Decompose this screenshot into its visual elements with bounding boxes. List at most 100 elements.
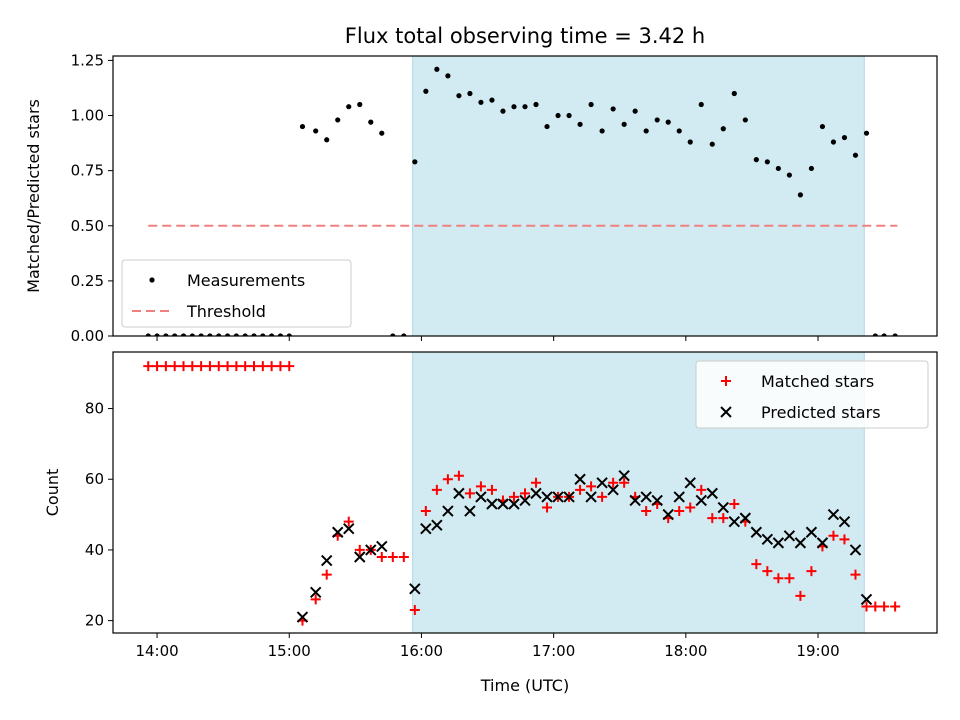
matched-star-point	[475, 481, 486, 492]
measurement-point	[224, 333, 231, 336]
matched-star-point	[685, 502, 696, 513]
matched-star-point	[464, 488, 475, 499]
measurement-point	[324, 137, 330, 143]
matched-star-point	[795, 590, 806, 601]
top-panel: 0.00 0.25 0.50 0.75 1.00 1.25 Matched/Predicte…	[24, 51, 938, 345]
predicted-star-point	[321, 554, 333, 567]
measurement-point	[797, 192, 804, 198]
y-tick-label: 0.00	[71, 327, 104, 345]
measurement-point	[313, 128, 319, 134]
matched-star-point	[187, 361, 198, 372]
matched-star-point	[608, 477, 619, 488]
legend: Measurements Threshold	[121, 259, 352, 328]
measurement-point	[269, 333, 275, 336]
series-measurements	[145, 66, 898, 336]
measurement-point	[610, 106, 616, 112]
matched-star-point	[160, 361, 171, 372]
bottom-panel: 20 40 60 80 14:00 15:00 16:00 17:00 18:00 19:00 Co…	[43, 351, 938, 695]
measurement-point	[753, 157, 759, 163]
predicted-star-point	[296, 611, 309, 623]
matched-star-point	[508, 491, 519, 502]
measurement-point	[145, 333, 151, 336]
measurement-point	[207, 333, 213, 336]
matched-star-point	[879, 601, 890, 612]
measurement-point	[180, 333, 187, 336]
measurement-point	[233, 333, 239, 336]
measurement-point	[277, 333, 284, 336]
measurement-point	[357, 101, 363, 108]
predicted-star-point	[607, 484, 619, 496]
measurement-point	[368, 119, 374, 125]
predicted-star-point	[827, 508, 840, 521]
measurement-point	[665, 119, 671, 125]
predicted-star-point	[695, 494, 707, 507]
measurement-point	[830, 139, 837, 145]
x-axis-label: Time (UTC)	[480, 676, 569, 695]
matched-star-point	[257, 361, 268, 372]
measurement-point	[445, 73, 451, 79]
matched-star-point	[275, 361, 286, 372]
predicted-star-point	[475, 491, 487, 503]
measurement-point	[698, 101, 704, 108]
legend-label: Threshold	[186, 302, 266, 321]
matched-star-point	[707, 513, 718, 524]
matched-star-point	[398, 552, 409, 563]
matched-star-point	[542, 502, 553, 513]
x-tick-label: 19:00	[796, 642, 839, 660]
matched-star-point	[196, 361, 207, 372]
matched-star-point	[310, 594, 321, 605]
measurement-point	[687, 139, 693, 145]
measurement-point	[251, 333, 257, 336]
measurement-point	[489, 97, 495, 103]
legend-box	[121, 259, 352, 328]
matched-star-point	[890, 601, 901, 612]
predicted-star-point	[849, 544, 862, 556]
measurement-point	[544, 123, 550, 130]
plot-marks	[145, 66, 898, 336]
legend-label: Matched stars	[761, 372, 874, 391]
x-tick-label: 14:00	[135, 642, 178, 660]
measurement-point	[632, 108, 638, 114]
legend-label: Measurements	[187, 271, 305, 290]
x-tick-label: 16:00	[400, 642, 443, 660]
measurement-point	[742, 117, 748, 123]
matched-star-point	[751, 559, 762, 570]
measurement-point	[643, 128, 649, 134]
predicted-star-point	[376, 540, 388, 553]
legend: Matched stars Predicted stars	[695, 360, 929, 429]
matched-star-point	[266, 361, 277, 372]
matched-star-point	[204, 361, 215, 372]
measurement-point	[511, 104, 517, 110]
predicted-star-point	[739, 512, 752, 524]
measurement-point	[775, 165, 781, 172]
predicted-star-point	[805, 526, 818, 538]
axes-frame	[112, 351, 938, 634]
predicted-star-point	[629, 494, 641, 507]
measurement-point	[852, 152, 859, 158]
series-predicted-stars	[296, 470, 873, 623]
predicted-star-point	[706, 487, 718, 500]
measurement-point	[198, 333, 204, 336]
measurement-point	[654, 117, 660, 123]
predicted-star-point	[662, 508, 674, 521]
predicted-star-point	[332, 526, 344, 538]
measurement-point	[588, 101, 594, 108]
matched-star-point	[420, 506, 431, 517]
predicted-star-point	[420, 523, 432, 535]
matched-star-point	[231, 361, 242, 372]
matched-star-point	[143, 361, 154, 372]
predicted-star-point	[431, 519, 443, 531]
matched-star-point	[409, 605, 420, 616]
measurement-point	[892, 333, 898, 336]
measurement-point	[335, 117, 341, 123]
matched-star-point	[784, 573, 795, 584]
measurement-point	[863, 130, 870, 136]
measurement-point	[163, 333, 169, 336]
predicted-star-point	[354, 551, 366, 563]
predicted-star-point	[508, 498, 520, 510]
measurement-point	[379, 130, 385, 136]
x-tick-label: 17:00	[532, 642, 575, 660]
measurement-point	[456, 93, 462, 99]
predicted-star-point	[486, 498, 498, 510]
predicted-star-point	[309, 586, 322, 599]
